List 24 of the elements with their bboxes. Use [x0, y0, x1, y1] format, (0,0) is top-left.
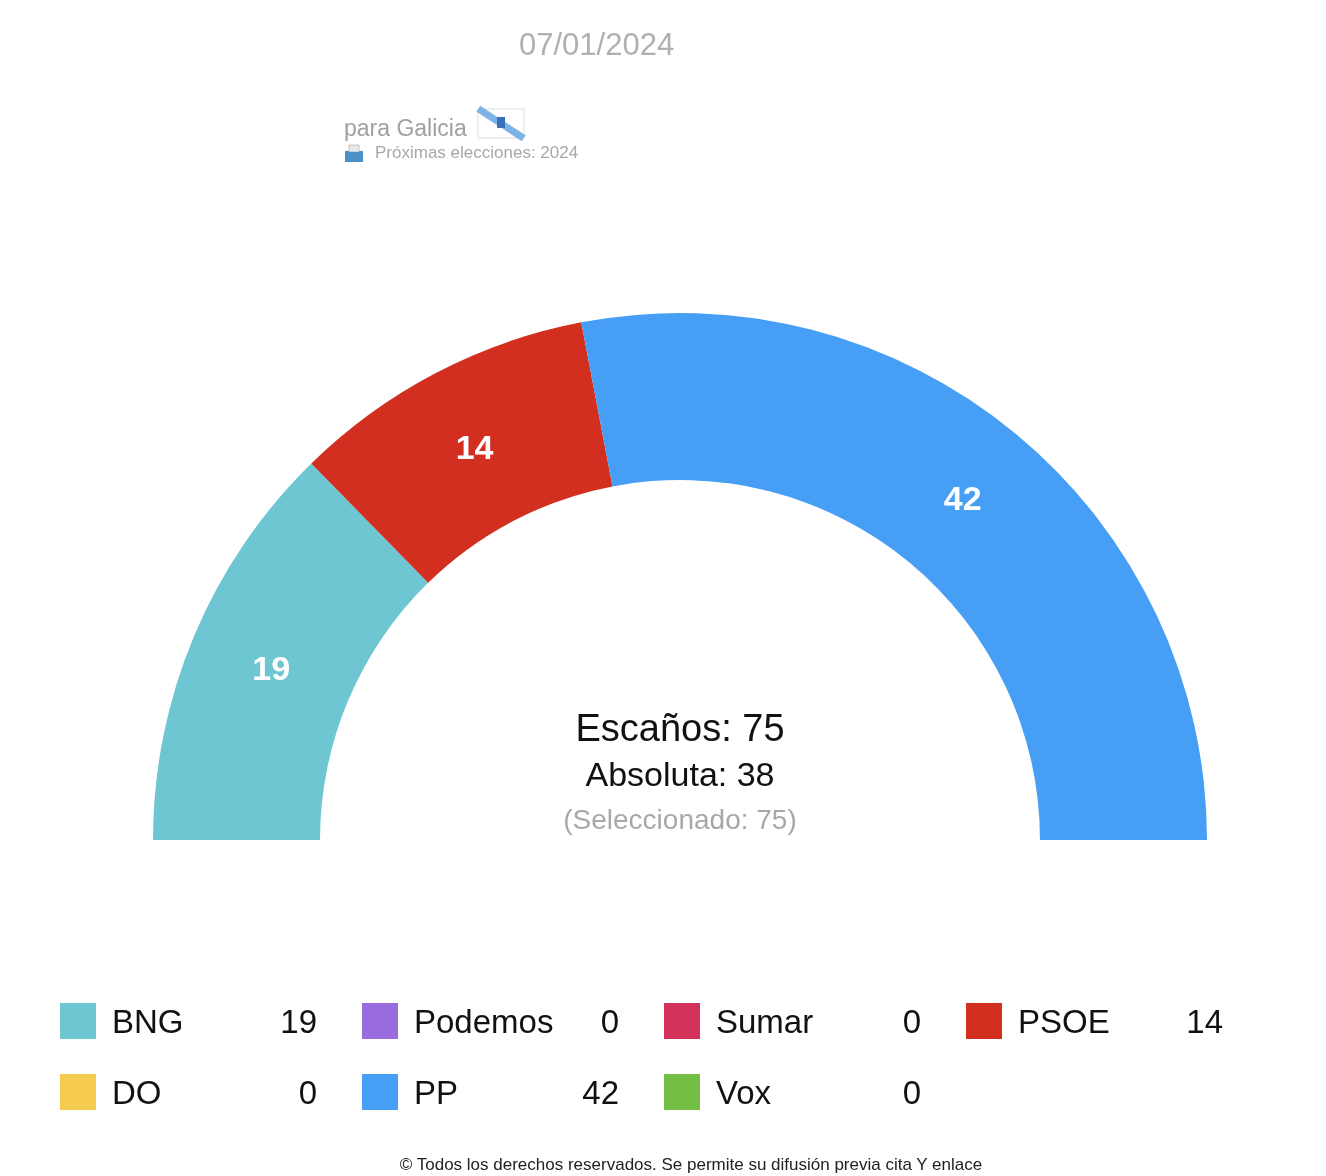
text: 42	[582, 1073, 619, 1111]
text: Próximas elecciones: 2024	[375, 143, 579, 162]
data-label: 14	[455, 427, 494, 466]
legend-label: BNG	[112, 1002, 184, 1040]
legend-label: Podemos	[414, 1002, 554, 1040]
chart-subtitle: para Galicia	[344, 115, 467, 141]
chart-title: 07/01/2024	[519, 27, 675, 62]
text: 14	[1186, 1002, 1223, 1040]
text: 0	[298, 1073, 317, 1111]
data-label: 19	[252, 649, 291, 688]
legend-label: PSOE	[1018, 1002, 1110, 1040]
text: 19	[280, 1002, 317, 1040]
legend-label: PP	[414, 1073, 459, 1111]
text: 0	[902, 1002, 921, 1040]
legend-label: Sumar	[716, 1002, 814, 1040]
text: Absoluta: 38	[585, 755, 775, 793]
text: 0	[902, 1073, 921, 1111]
text: (Seleccionado: 75)	[563, 804, 797, 835]
legend-label: Vox	[716, 1073, 772, 1111]
text: © Todos los derechos reservados. Se permite su difusión previa cita Y enlace	[399, 1155, 983, 1174]
text: Escaños: 75	[575, 707, 785, 749]
data-label: 42	[943, 479, 982, 518]
text: 0	[600, 1002, 619, 1040]
legend-label: DO	[112, 1073, 162, 1111]
